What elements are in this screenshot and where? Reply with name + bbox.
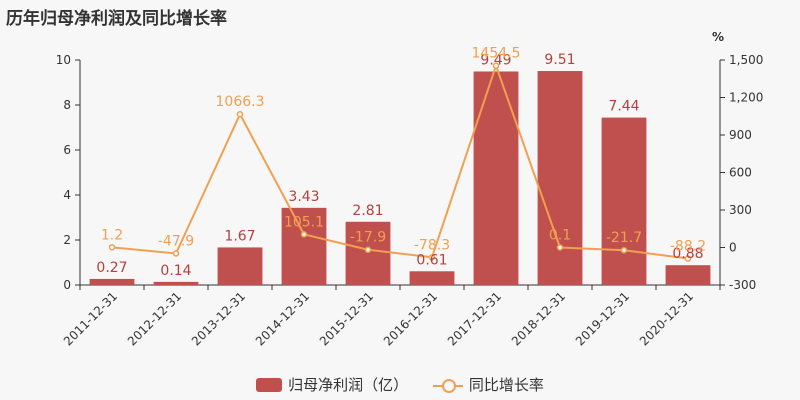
legend-label-growth: 同比增长率 (468, 376, 544, 394)
growth-point (300, 231, 308, 238)
right-axis-unit: % (712, 30, 725, 44)
right-tick-label: 900 (729, 128, 752, 142)
profit-bar (537, 71, 583, 286)
right-tick-label: 300 (729, 203, 752, 217)
left-tick-label: 2 (63, 233, 71, 247)
left-tick-label: 10 (56, 53, 71, 67)
profit-bar (345, 221, 391, 285)
profit-bar (281, 207, 327, 285)
growth-point (236, 110, 244, 118)
growth-point-label: -47.9 (158, 233, 194, 249)
growth-point-label: -88.2 (670, 239, 706, 255)
legend-label-profit: 归母净利润（亿） (288, 376, 409, 394)
x-tick-label: 2013-12-31 (189, 289, 248, 348)
profit-bar (409, 271, 455, 285)
legend-bar-swatch (256, 377, 283, 392)
x-tick-label: 2016-12-31 (381, 289, 440, 348)
left-tick-label: 6 (63, 143, 71, 157)
profit-bar (601, 117, 647, 285)
x-tick-label: 2018-12-31 (509, 289, 568, 348)
x-tick-label: 2015-12-31 (317, 289, 376, 348)
profit-bar (153, 281, 199, 285)
left-tick-label: 4 (63, 188, 71, 202)
profit-bar (217, 247, 263, 285)
right-tick-label: 600 (729, 166, 752, 180)
growth-point (172, 250, 180, 257)
growth-point (684, 255, 692, 262)
profit-bar-label: 3.43 (288, 189, 319, 205)
profit-bar-label: 0.27 (96, 260, 127, 276)
growth-point-label: 1066.3 (216, 94, 265, 110)
growth-point-label: 105.1 (284, 214, 324, 230)
chart-title: 历年归母净利润及同比增长率 (6, 9, 227, 29)
growth-line (111, 62, 689, 260)
x-tick-label: 2019-12-31 (573, 289, 632, 348)
profit-bar (473, 71, 519, 285)
left-tick-label: 8 (63, 98, 71, 112)
x-tick-label: 2014-12-31 (253, 289, 312, 348)
right-tick-label: 0 (729, 241, 737, 255)
right-tick-label: 1,500 (729, 53, 763, 67)
profit-bar (89, 278, 135, 285)
growth-point (428, 254, 436, 261)
x-tick-label: 2012-12-31 (125, 289, 184, 348)
legend-item-profit[interactable]: 归母净利润（亿） (256, 374, 408, 395)
growth-point-label: 1454.5 (472, 46, 521, 62)
legend-item-growth[interactable]: 同比增长率 (432, 374, 544, 395)
growth-point-label: 0.1 (549, 227, 571, 243)
left-tick-label: 0 (63, 278, 71, 292)
growth-point-label: 1.2 (101, 227, 123, 243)
growth-point (492, 62, 500, 69)
x-tick-label: 2020-12-31 (637, 289, 696, 348)
growth-point-label: -21.7 (606, 230, 642, 246)
growth-point (364, 246, 372, 253)
right-tick-label: -300 (729, 278, 756, 292)
profit-bar-label: 9.51 (544, 52, 575, 68)
profit-bar-label: 9.49 (480, 52, 511, 68)
profit-bar (665, 265, 711, 285)
profit-bar-label: 7.44 (608, 99, 639, 115)
x-tick-label: 2011-12-31 (61, 289, 120, 348)
growth-point (108, 244, 116, 251)
growth-point-label: -17.9 (350, 230, 386, 246)
profit-bar-label: 0.61 (416, 252, 447, 268)
profit-bar-label: 0.14 (160, 263, 191, 279)
profit-bar-label: 0.88 (672, 246, 703, 262)
legend: 归母净利润（亿） 同比增长率 (0, 374, 800, 396)
growth-point (556, 244, 564, 251)
x-tick-label: 2017-12-31 (445, 289, 504, 348)
profit-bar-label: 1.67 (224, 228, 255, 244)
growth-point (620, 246, 628, 254)
growth-point-label: -78.3 (414, 237, 450, 253)
right-tick-label: 1,200 (729, 91, 763, 105)
profit-bar-label: 2.81 (352, 203, 383, 219)
legend-line-swatch (432, 378, 463, 393)
